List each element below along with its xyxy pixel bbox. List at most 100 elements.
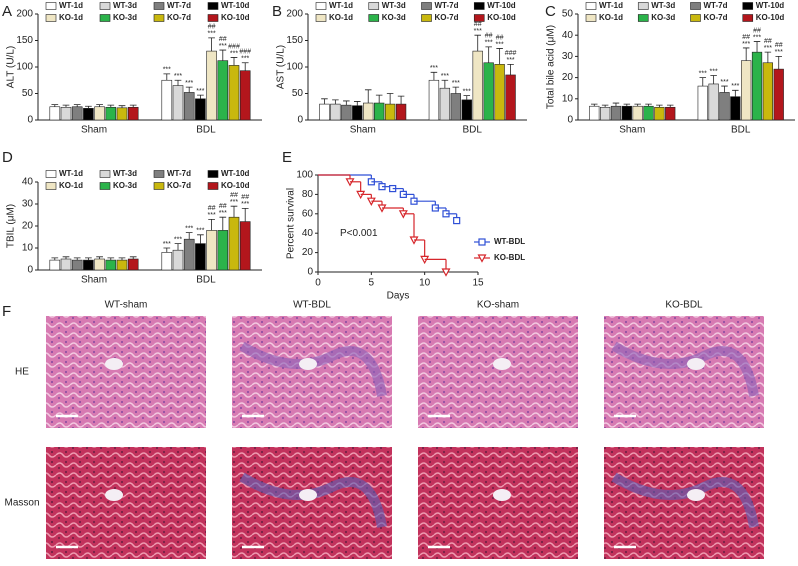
x-tick-label: 15 (472, 278, 484, 289)
y-axis-label: Percent survival (286, 188, 297, 259)
bar (60, 258, 72, 271)
legend-swatch (315, 14, 327, 22)
y-tick-label: 0 (27, 265, 33, 276)
x-tick-label: 5 (369, 278, 375, 289)
significance-mark: *** (496, 41, 504, 48)
error-bar (185, 232, 193, 240)
significance-mark: *** (474, 28, 482, 35)
error-bar (85, 257, 92, 261)
fibrosis (611, 472, 759, 528)
bar (665, 106, 676, 121)
significance-mark: *** (230, 199, 238, 206)
legend-swatch (99, 2, 111, 10)
bar (352, 105, 363, 121)
y-tick-label: 100 (296, 170, 313, 181)
legend-label: KO-7d (435, 13, 459, 22)
bar (83, 108, 94, 121)
column-title: WT-BDL (293, 300, 331, 311)
bar (172, 249, 184, 271)
bar (172, 85, 184, 121)
y-axis-label: Total bile acid (μM) (546, 25, 557, 109)
error-bar (197, 94, 204, 99)
significance-mark: *** (219, 210, 227, 217)
column-title: WT-sham (105, 300, 148, 311)
significance-mark: ## (753, 27, 761, 34)
error-bar (118, 105, 126, 108)
legend-label: WT-3d (651, 1, 675, 10)
legend-marker (478, 238, 486, 246)
error-bar (742, 47, 750, 61)
legend-swatch (585, 2, 597, 10)
y-tick-label: 0 (297, 115, 303, 126)
y-tick-label: 40 (302, 228, 314, 239)
histology-image (46, 447, 206, 559)
error-bar (219, 49, 227, 61)
significance-mark: ## (742, 34, 750, 41)
error-bar (507, 63, 514, 75)
bar (730, 96, 741, 121)
x-tick-label: BDL (196, 275, 216, 286)
legend-swatch (473, 14, 485, 22)
error-bar (452, 86, 460, 94)
bar (654, 106, 665, 121)
y-tick-label: 0 (307, 267, 313, 278)
bar (505, 74, 516, 121)
column-title: KO-sham (477, 300, 519, 311)
significance-mark: *** (441, 73, 449, 80)
error-bar (591, 103, 598, 107)
error-bar (73, 104, 81, 107)
bar (83, 259, 94, 271)
x-tick-label: BDL (463, 125, 483, 136)
x-tick-label: Sham (81, 275, 107, 286)
error-bar (107, 257, 115, 261)
vessel (299, 489, 317, 501)
significance-mark: ## (241, 194, 249, 201)
error-bar (51, 257, 59, 261)
legend-label: KO-3d (382, 13, 406, 22)
bar (483, 62, 494, 121)
significance-mark: *** (731, 83, 739, 90)
significance-mark: *** (196, 228, 204, 235)
significance-mark: *** (208, 31, 216, 38)
legend-swatch (690, 14, 701, 22)
x-tick-label: Sham (350, 125, 376, 136)
bar (751, 51, 763, 121)
legend-label: WT-7d (435, 1, 459, 10)
bar (94, 106, 105, 121)
legend-label: KO-1d (599, 13, 623, 22)
legend-swatch (421, 2, 432, 10)
error-bar (73, 257, 81, 261)
panel-label: B (272, 3, 282, 20)
bar (94, 258, 105, 271)
x-tick-label: BDL (196, 125, 216, 136)
bar (384, 103, 396, 121)
legend-label: KO-1d (59, 181, 83, 190)
panel-label: D (2, 149, 13, 166)
legend-swatch (637, 2, 649, 10)
row-label: HE (15, 367, 29, 378)
bar (762, 62, 773, 121)
y-tick-label: 60 (302, 208, 314, 219)
bar (161, 79, 173, 121)
legend-swatch (99, 170, 111, 178)
error-bar (230, 57, 238, 66)
bar (195, 98, 206, 121)
bar (719, 92, 730, 121)
vessel (105, 358, 123, 370)
legend-label: KO-3d (651, 13, 675, 22)
bar (105, 106, 117, 121)
y-tick-label: 0 (567, 115, 573, 126)
legend-swatch (207, 170, 219, 178)
y-tick-label: 20 (302, 247, 314, 258)
legend-swatch (637, 14, 649, 22)
error-bar (96, 104, 103, 107)
bar (589, 105, 600, 121)
x-tick-label: 10 (419, 278, 431, 289)
bar (708, 83, 719, 121)
bar (127, 106, 139, 121)
bar (373, 102, 385, 121)
bar (741, 60, 752, 121)
error-bar (174, 243, 182, 251)
bar (450, 93, 462, 121)
legend-swatch (45, 170, 57, 178)
